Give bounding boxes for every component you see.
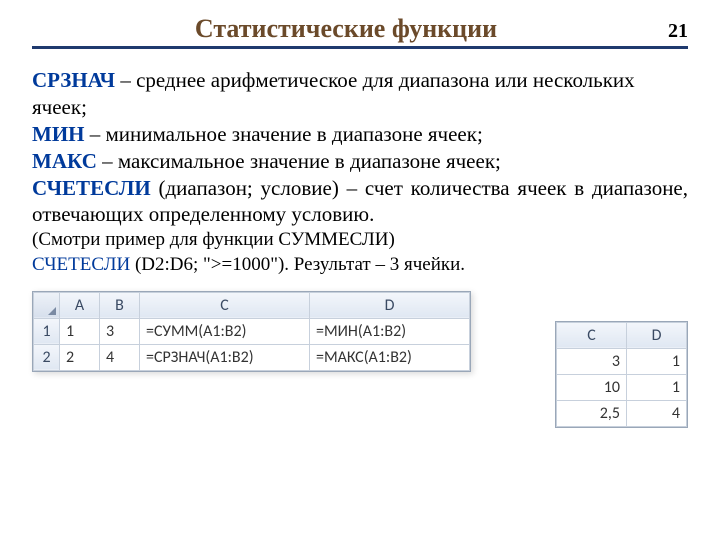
cell: 10 (557, 374, 627, 400)
fn-max: МАКС (32, 149, 97, 173)
table-row: 10 1 (557, 374, 687, 400)
col-header[interactable]: A (60, 292, 100, 318)
cell[interactable]: =СРЗНАЧ(A1:B2) (140, 344, 310, 370)
front-sheet: A B C D 1 1 3 =СУММ(A1:B2) =МИН(A1:B2) 2… (32, 291, 471, 372)
def-max: МАКС – максимальное значение в диапазоне… (32, 148, 688, 175)
cell[interactable]: 2 (60, 344, 100, 370)
example-countif: СЧЕТЕСЛИ (D2:D6; ">=1000"). Результат – … (32, 253, 688, 277)
table-header-row: C D (557, 322, 687, 348)
cell[interactable]: 1 (60, 318, 100, 344)
table-row: 1 1 3 =СУММ(A1:B2) =МИН(A1:B2) (34, 318, 470, 344)
fn-countif: СЧЕТЕСЛИ (32, 176, 151, 200)
cell: 2,5 (557, 400, 627, 426)
sheets-area: C D 3 1 10 1 2,5 4 (32, 291, 688, 471)
fn-min: МИН (32, 122, 85, 146)
col-header[interactable]: B (100, 292, 140, 318)
header-row: Статистические функции 21 (32, 14, 688, 49)
col-header[interactable]: D (310, 292, 470, 318)
table-row: 2 2 4 =СРЗНАЧ(A1:B2) =МАКС(A1:B2) (34, 344, 470, 370)
body-text: СРЗНАЧ – среднее арифметическое для диап… (32, 67, 688, 277)
def-srznach: СРЗНАЧ – среднее арифметическое для диап… (32, 67, 688, 121)
def-min: МИН – минимальное значение в диапазоне я… (32, 121, 688, 148)
example-rest: (D2:D6; ">=1000"). Результат – 3 ячейки. (135, 254, 465, 275)
cell: 4 (627, 400, 687, 426)
def-max-text: – максимальное значение в диапазоне ячее… (97, 149, 501, 173)
select-all-corner[interactable] (34, 292, 60, 318)
cell[interactable]: 4 (100, 344, 140, 370)
table-row: 2,5 4 (557, 400, 687, 426)
note-sumif: (Смотри пример для функции СУММЕСЛИ) (32, 228, 688, 252)
cell: 3 (557, 348, 627, 374)
cell[interactable]: =МИН(A1:B2) (310, 318, 470, 344)
cell[interactable]: 3 (100, 318, 140, 344)
example-fn: СЧЕТЕСЛИ (32, 254, 135, 275)
back-table: C D 3 1 10 1 2,5 4 (556, 322, 687, 427)
cell[interactable]: =МАКС(A1:B2) (310, 344, 470, 370)
back-sheet: C D 3 1 10 1 2,5 4 (555, 321, 688, 428)
page-title: Статистические функции (32, 14, 660, 44)
table-row: 3 1 (557, 348, 687, 374)
fn-srznach: СРЗНАЧ (32, 68, 115, 92)
def-min-text: – минимальное значение в диапазоне ячеек… (85, 122, 483, 146)
col-header: D (627, 322, 687, 348)
col-header: C (557, 322, 627, 348)
row-header[interactable]: 2 (34, 344, 60, 370)
page-number: 21 (660, 20, 688, 43)
def-srznach-text: – среднее арифметическое для диапазона и… (32, 68, 635, 119)
slide: Статистические функции 21 СРЗНАЧ – средн… (0, 0, 720, 471)
front-table: A B C D 1 1 3 =СУММ(A1:B2) =МИН(A1:B2) 2… (33, 292, 470, 371)
cell: 1 (627, 374, 687, 400)
col-header[interactable]: C (140, 292, 310, 318)
cell[interactable]: =СУММ(A1:B2) (140, 318, 310, 344)
table-header-row: A B C D (34, 292, 470, 318)
row-header[interactable]: 1 (34, 318, 60, 344)
cell: 1 (627, 348, 687, 374)
def-countif: СЧЕТЕСЛИ (диапазон; условие) – счет коли… (32, 175, 688, 229)
